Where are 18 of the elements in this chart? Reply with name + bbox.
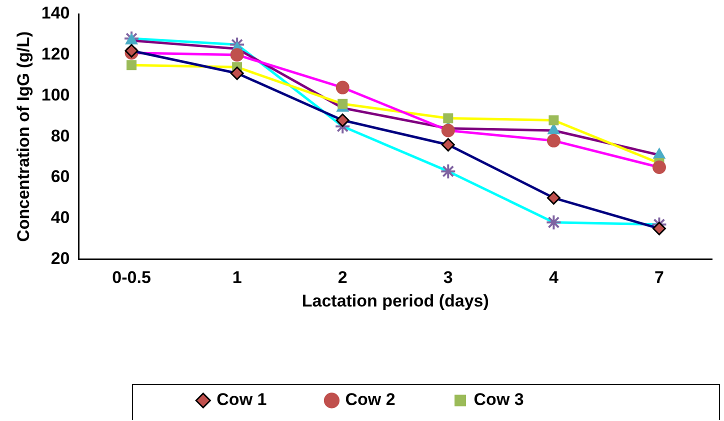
x-axis-title: Lactation period (days) [302, 291, 489, 310]
x-tick-label: 4 [548, 268, 559, 288]
y-tick-label: 60 [50, 167, 70, 186]
x-tick-label: 7 [654, 268, 664, 288]
x-tick-label: 2 [338, 268, 348, 288]
y-tick-label: 80 [50, 126, 70, 146]
y-axis-title: Concentration of IgG (g/L) [14, 31, 33, 242]
x-tick-label: 0-0.5 [112, 268, 151, 288]
y-tick-label: 40 [50, 208, 70, 228]
y-tick-label: 140 [41, 4, 70, 23]
legend-label: Cow 3 [474, 390, 524, 410]
legend-label: Cow 1 [216, 390, 267, 410]
legend-label: Cow 2 [345, 390, 396, 410]
y-tick-label: 120 [41, 44, 70, 64]
y-tick-label: 100 [41, 85, 70, 104]
x-tick-label: 1 [232, 268, 242, 288]
y-tick-label: 20 [50, 248, 70, 268]
x-tick-label: 3 [443, 268, 453, 288]
